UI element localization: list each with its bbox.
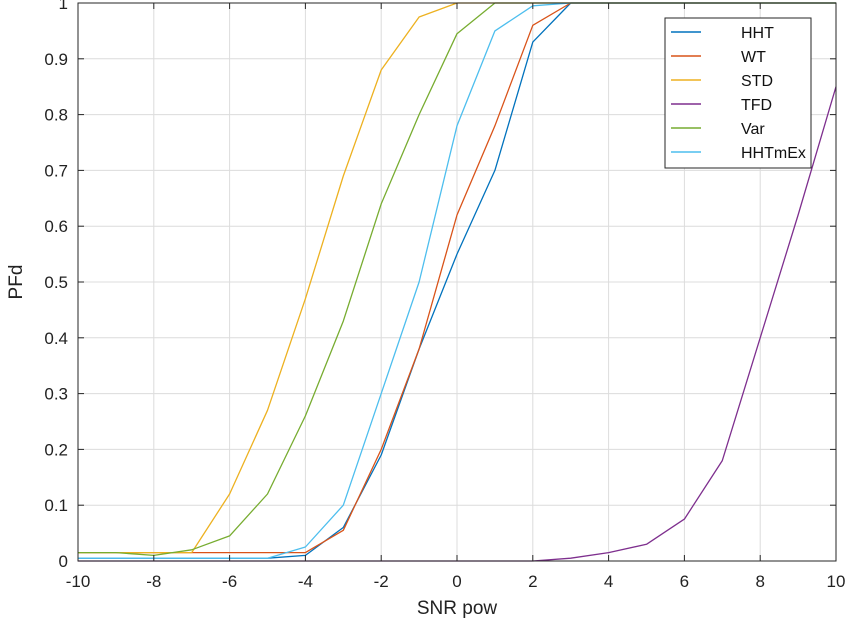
x-tick-label: 8 bbox=[755, 572, 764, 591]
y-tick-label: 0.2 bbox=[44, 440, 68, 459]
legend-label: TFD bbox=[741, 97, 772, 114]
x-tick-label: 0 bbox=[452, 572, 461, 591]
y-axis-label: PFd bbox=[6, 265, 27, 300]
x-axis-label: SNR pow bbox=[417, 598, 498, 619]
legend-label: HHTmEx bbox=[741, 145, 806, 162]
x-tick-label: -6 bbox=[222, 572, 237, 591]
legend-label: WT bbox=[741, 49, 766, 66]
legend-label: HHT bbox=[741, 25, 774, 42]
x-tick-label: 6 bbox=[680, 572, 689, 591]
y-tick-label: 0.5 bbox=[44, 273, 68, 292]
y-tick-label: 0.1 bbox=[44, 496, 68, 515]
y-tick-label: 0 bbox=[59, 552, 68, 571]
x-tick-label: -8 bbox=[146, 572, 161, 591]
x-tick-label: -2 bbox=[374, 572, 389, 591]
x-tick-label: -10 bbox=[66, 572, 91, 591]
x-tick-label: 10 bbox=[827, 572, 846, 591]
x-tick-label: -4 bbox=[298, 572, 313, 591]
tick-marks bbox=[77, 2, 837, 562]
legend-box bbox=[664, 17, 812, 169]
legend-label: Var bbox=[741, 121, 765, 138]
y-tick-label: 0.4 bbox=[44, 329, 68, 348]
tick-labels: -10 -8 -6 -4 -2 0 2 4 6 8 10 0 0.1 0.2 0.3 0.4 0.5 0.6 0.7… bbox=[44, 0, 845, 591]
y-tick-label: 0.8 bbox=[44, 106, 68, 125]
y-tick-label: 0.3 bbox=[44, 385, 68, 404]
x-tick-label: 4 bbox=[604, 572, 613, 591]
y-tick-label: 1 bbox=[59, 0, 68, 13]
y-tick-label: 0.9 bbox=[44, 50, 68, 69]
legend-label: STD bbox=[741, 73, 773, 90]
y-tick-label: 0.7 bbox=[44, 161, 68, 180]
x-tick-label: 2 bbox=[528, 572, 537, 591]
legend: HHT WT STD TFD Var HHTmEx bbox=[664, 17, 812, 169]
y-tick-label: 0.6 bbox=[44, 217, 68, 236]
